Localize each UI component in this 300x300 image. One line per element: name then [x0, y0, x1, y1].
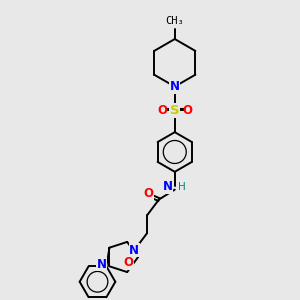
Text: N: N — [163, 180, 173, 193]
Text: O: O — [143, 187, 153, 200]
Text: S: S — [170, 104, 180, 117]
Text: N: N — [170, 80, 180, 93]
Text: H: H — [178, 182, 185, 192]
Text: N: N — [97, 258, 106, 271]
Text: O: O — [183, 104, 193, 117]
Text: N: N — [129, 244, 139, 257]
Text: CH₃: CH₃ — [165, 16, 184, 26]
Text: O: O — [123, 256, 133, 269]
Text: O: O — [157, 104, 167, 117]
Text: N: N — [170, 80, 180, 93]
